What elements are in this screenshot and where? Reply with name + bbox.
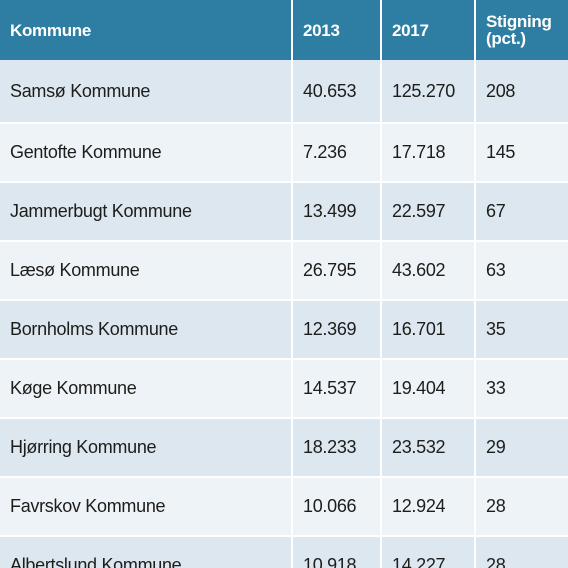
- cell-stigning: 28: [476, 537, 568, 568]
- table-row: Hjørring Kommune 18.233 23.532 29: [0, 419, 568, 478]
- cell-2013: 13.499: [293, 183, 382, 242]
- cell-2017: 17.718: [382, 124, 476, 183]
- cell-stigning: 35: [476, 301, 568, 360]
- cell-kommune: Albertslund Kommune: [0, 537, 293, 568]
- cell-2017: 43.602: [382, 242, 476, 301]
- header-stigning[interactable]: Stigning (pct.): [476, 0, 568, 60]
- cell-2013: 40.653: [293, 60, 382, 124]
- cell-2013: 12.369: [293, 301, 382, 360]
- table-row: Jammerbugt Kommune 13.499 22.597 67: [0, 183, 568, 242]
- cell-stigning: 63: [476, 242, 568, 301]
- cell-2013: 26.795: [293, 242, 382, 301]
- cell-stigning: 29: [476, 419, 568, 478]
- cell-2013: 10.066: [293, 478, 382, 537]
- cell-stigning: 145: [476, 124, 568, 183]
- cell-stigning: 67: [476, 183, 568, 242]
- cell-2013: 10.918: [293, 537, 382, 568]
- header-2013[interactable]: 2013: [293, 0, 382, 60]
- table-row: Læsø Kommune 26.795 43.602 63: [0, 242, 568, 301]
- table-row: Gentofte Kommune 7.236 17.718 145: [0, 124, 568, 183]
- header-row: Kommune 2013 2017 Stigning (pct.): [0, 0, 568, 60]
- cell-stigning: 208: [476, 60, 568, 124]
- table-body: Samsø Kommune 40.653 125.270 208 Gentoft…: [0, 60, 568, 568]
- cell-kommune: Bornholms Kommune: [0, 301, 293, 360]
- table-row: Samsø Kommune 40.653 125.270 208: [0, 60, 568, 124]
- cell-2017: 23.532: [382, 419, 476, 478]
- table-row: Køge Kommune 14.537 19.404 33: [0, 360, 568, 419]
- cell-kommune: Jammerbugt Kommune: [0, 183, 293, 242]
- cell-kommune: Hjørring Kommune: [0, 419, 293, 478]
- cell-2017: 22.597: [382, 183, 476, 242]
- cell-2017: 125.270: [382, 60, 476, 124]
- cell-stigning: 28: [476, 478, 568, 537]
- cell-2013: 14.537: [293, 360, 382, 419]
- table-header: Kommune 2013 2017 Stigning (pct.): [0, 0, 568, 60]
- cell-kommune: Samsø Kommune: [0, 60, 293, 124]
- cell-kommune: Favrskov Kommune: [0, 478, 293, 537]
- cell-kommune: Læsø Kommune: [0, 242, 293, 301]
- header-2017[interactable]: 2017: [382, 0, 476, 60]
- header-kommune[interactable]: Kommune: [0, 0, 293, 60]
- cell-2017: 19.404: [382, 360, 476, 419]
- table-row: Albertslund Kommune 10.918 14.227 28: [0, 537, 568, 568]
- cell-2013: 7.236: [293, 124, 382, 183]
- cell-2017: 16.701: [382, 301, 476, 360]
- cell-stigning: 33: [476, 360, 568, 419]
- cell-kommune: Gentofte Kommune: [0, 124, 293, 183]
- cell-2017: 12.924: [382, 478, 476, 537]
- table-row: Bornholms Kommune 12.369 16.701 35: [0, 301, 568, 360]
- cell-2017: 14.227: [382, 537, 476, 568]
- table-row: Favrskov Kommune 10.066 12.924 28: [0, 478, 568, 537]
- cell-kommune: Køge Kommune: [0, 360, 293, 419]
- cell-2013: 18.233: [293, 419, 382, 478]
